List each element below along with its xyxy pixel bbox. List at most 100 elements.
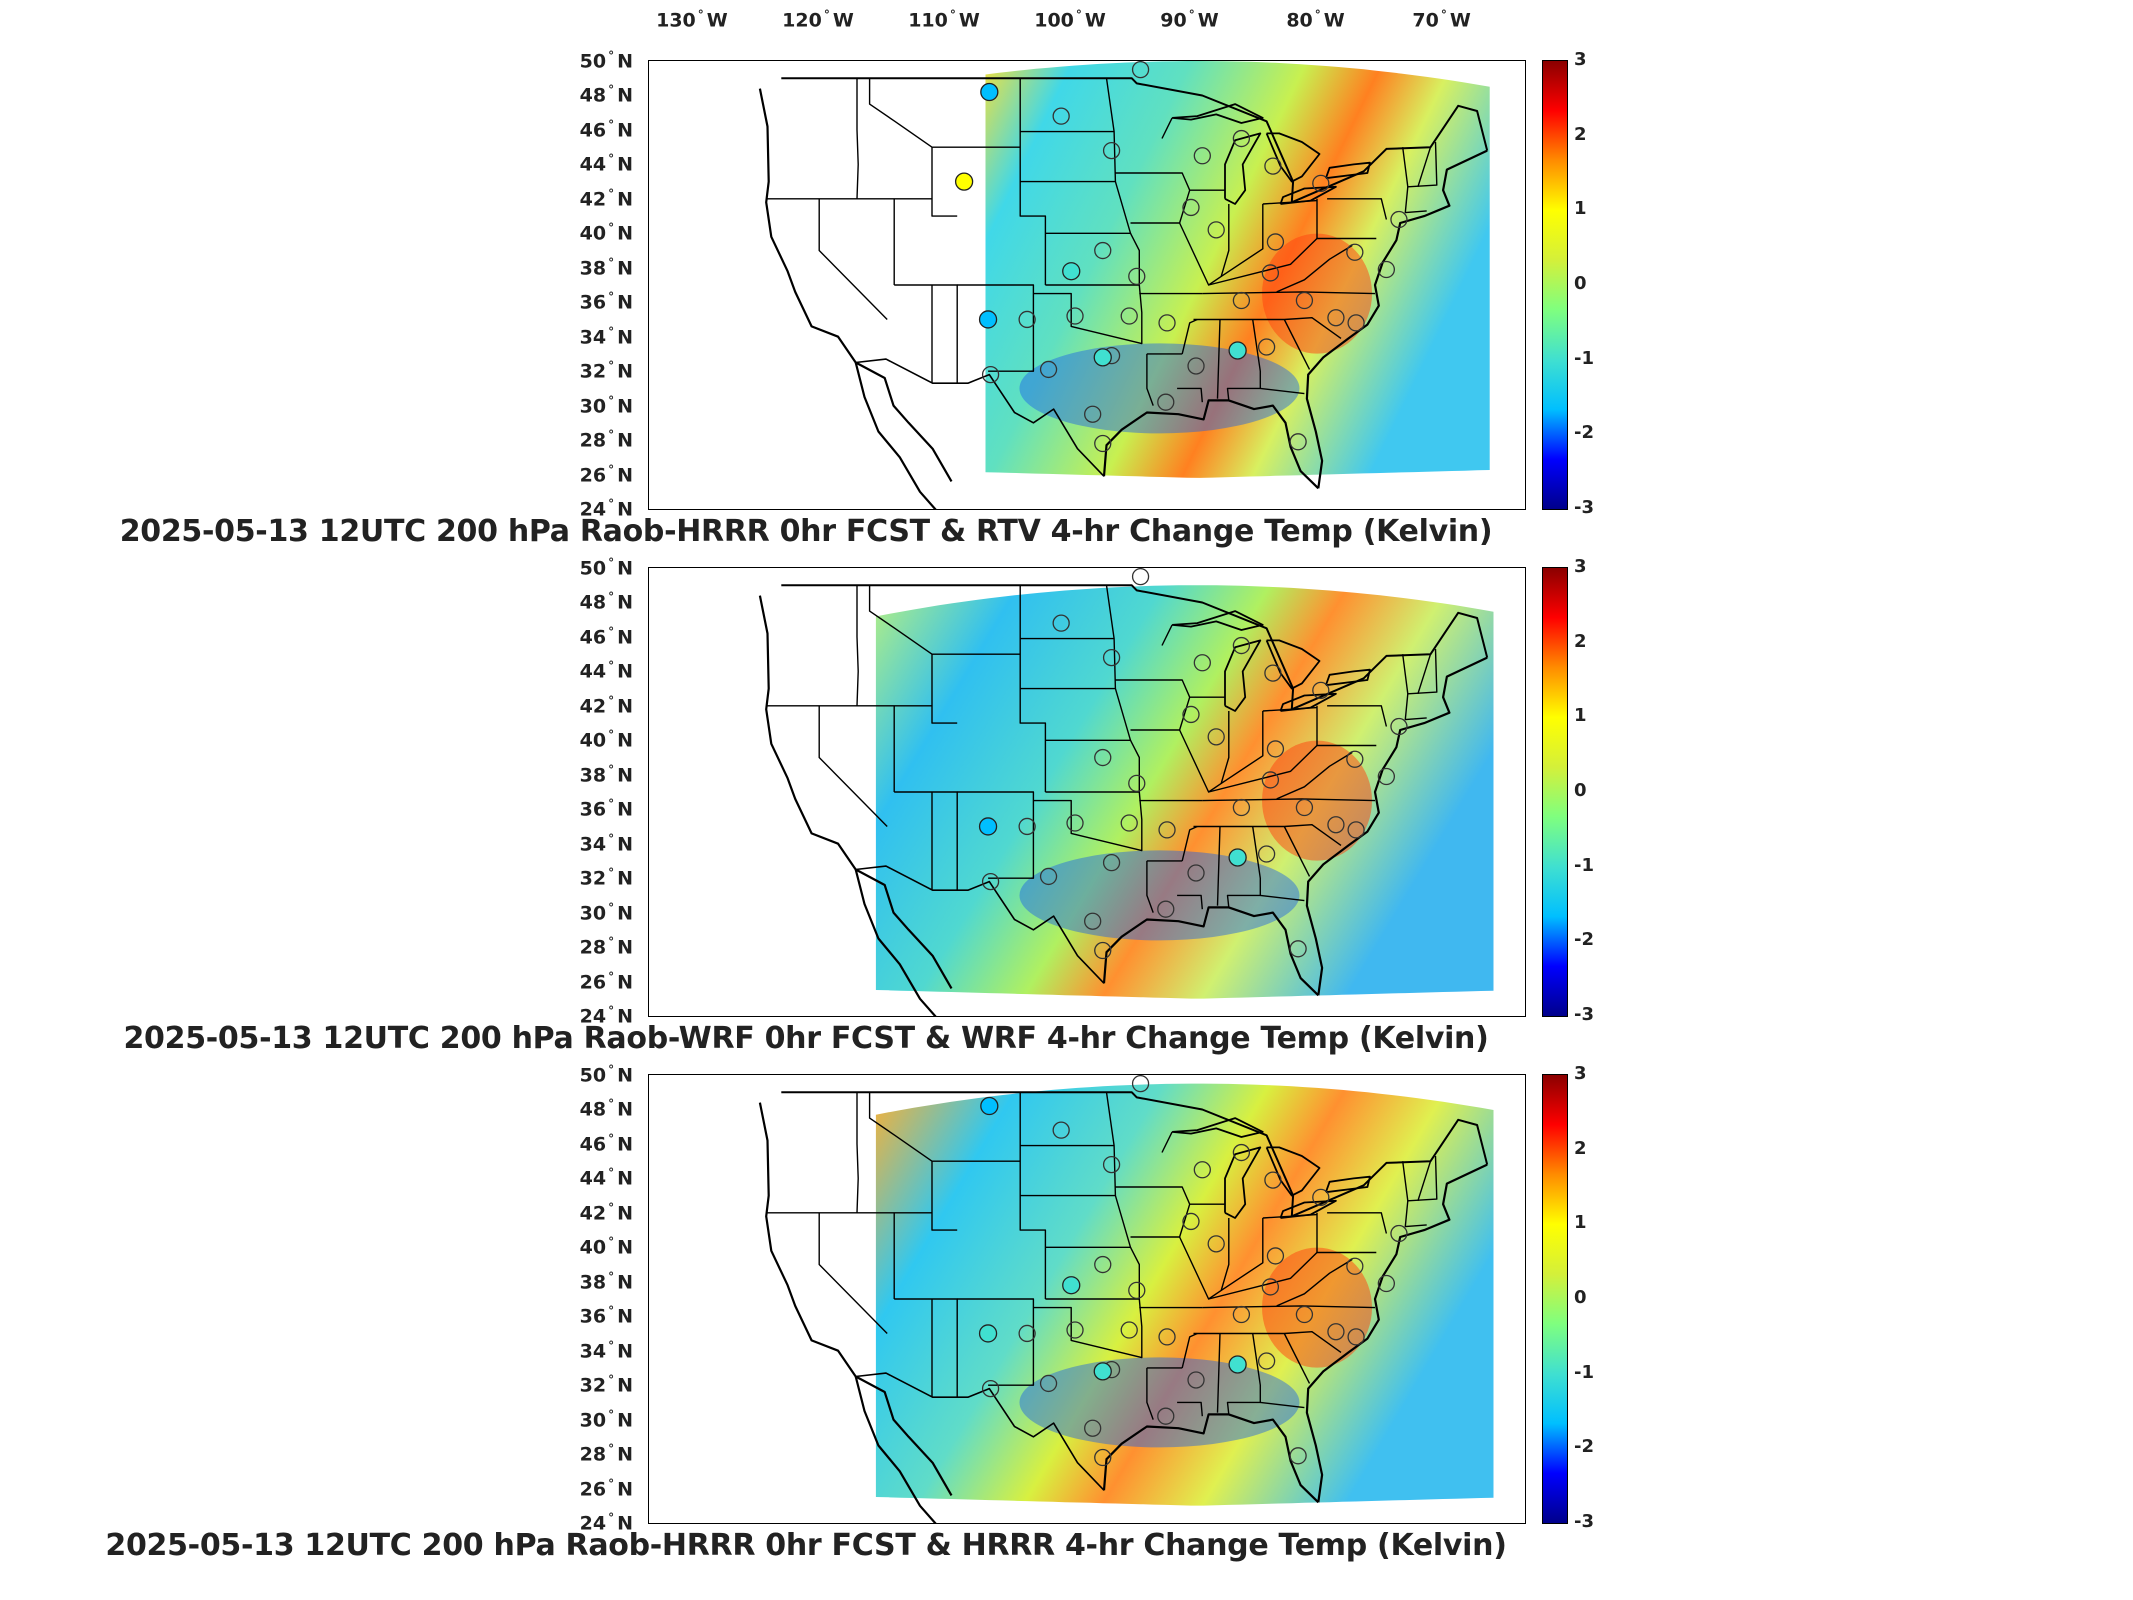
state-border	[1402, 1161, 1427, 1228]
map-canvas	[758, 568, 1494, 1016]
latitude-label: 30 ° N	[579, 393, 633, 417]
raob-station-marker	[1120, 1321, 1138, 1339]
colorbar-tick-label: -3	[1574, 1004, 1594, 1025]
state-border	[1216, 1333, 1221, 1413]
country-border	[781, 584, 1489, 711]
raob-station-marker	[1232, 798, 1251, 817]
coastline	[1305, 1163, 1488, 1503]
raob-station-marker	[1084, 405, 1102, 423]
state-border	[1161, 117, 1173, 139]
raob-station-marker	[1084, 912, 1102, 930]
raob-station-value-marker	[954, 172, 974, 191]
warm-anomaly	[1262, 740, 1373, 861]
latitude-label: 34 ° N	[579, 831, 633, 856]
colorbar-tick-label: 2	[1574, 630, 1587, 652]
latitude-label: 28 ° N	[579, 935, 633, 959]
latitude-label: 28 ° N	[579, 428, 633, 452]
state-border	[1327, 705, 1388, 727]
raob-station-marker	[1377, 1274, 1396, 1293]
raob-station-marker	[1346, 243, 1364, 261]
latitude-label: 50 ° N	[579, 556, 633, 580]
latitude-label: 38 ° N	[579, 762, 633, 787]
raob-station-marker	[1193, 1161, 1211, 1179]
longitude-label: 120 ° W	[782, 8, 854, 32]
raob-station-marker	[1039, 867, 1058, 886]
colorbar-tick-label: 0	[1574, 273, 1587, 294]
raob-station-marker	[1327, 309, 1345, 327]
lake-outline	[1172, 103, 1264, 124]
colorbar-tick-label: 2	[1574, 1137, 1587, 1159]
state-border	[1202, 1305, 1376, 1309]
map-canvas	[758, 1075, 1494, 1523]
longitude-label: 100 ° W	[1034, 8, 1106, 32]
longitude-axis: 130 ° W 120 ° W 110 ° W 100 ° W 90 ° W 80 ° W 70 ° W	[0, 0, 2133, 40]
cold-anomaly	[1019, 343, 1300, 434]
raob-station-marker	[1232, 1143, 1251, 1162]
state-border	[1115, 679, 1191, 731]
country-border	[855, 1372, 1105, 1491]
raob-station-value-marker	[1228, 341, 1247, 360]
raob-station-value-marker	[1062, 262, 1081, 281]
raob-station-marker	[1390, 210, 1408, 229]
latitude-label: 48 ° N	[579, 590, 633, 614]
colorbar-tick-label: 3	[1574, 49, 1587, 70]
raob-station-marker	[1232, 291, 1251, 310]
raob-station-marker	[1131, 568, 1150, 586]
raob-station-marker	[1128, 267, 1146, 286]
raob-station-marker	[1094, 1255, 1112, 1274]
raob-station-marker	[1158, 314, 1176, 332]
raob-station-marker	[1266, 740, 1285, 758]
lake-outline	[1172, 610, 1264, 631]
raob-station-marker	[1327, 816, 1345, 834]
raob-station-marker	[1039, 1374, 1058, 1393]
lake-outline	[1325, 1175, 1371, 1194]
raob-station-marker	[1094, 434, 1112, 453]
state-border	[1208, 1251, 1318, 1300]
state-border	[1178, 204, 1230, 286]
colorbar-tick-label: -2	[1574, 422, 1594, 444]
colorbar-tick-label: -1	[1574, 1361, 1594, 1383]
state-border	[856, 78, 859, 199]
state-border	[1417, 146, 1432, 188]
raob-station-marker	[1312, 681, 1330, 699]
raob-station-marker	[1312, 1188, 1330, 1206]
coastline	[854, 362, 937, 509]
latitude-label: 46 ° N	[579, 117, 633, 142]
coastline	[758, 88, 953, 482]
state-border	[1045, 1092, 1132, 1248]
raob-station-value-marker	[1093, 1362, 1112, 1381]
lake-outline	[1325, 668, 1371, 687]
state-border	[957, 1298, 1035, 1386]
colorbar-tick-label: 1	[1574, 1212, 1587, 1234]
state-border	[1161, 1131, 1173, 1153]
latitude-label: 38 ° N	[579, 255, 633, 280]
raob-station-marker	[1261, 1278, 1280, 1296]
raob-station-marker	[1094, 1448, 1112, 1467]
lake-outline	[1265, 639, 1321, 690]
raob-station-marker	[1131, 1075, 1150, 1093]
raob-station-marker	[1157, 1407, 1175, 1425]
state-border	[1161, 624, 1173, 646]
temperature-map	[648, 567, 1526, 1017]
raob-station-marker	[981, 1379, 1000, 1398]
country-border	[781, 1091, 1489, 1218]
raob-station-value-marker	[978, 1324, 998, 1343]
raob-station-marker	[1295, 798, 1314, 817]
state-border	[1208, 237, 1318, 286]
raob-station-marker	[1039, 360, 1058, 379]
longitude-label: 90 ° W	[1160, 8, 1219, 32]
state-border	[1045, 739, 1140, 793]
state-border	[818, 198, 888, 320]
colorbar-tick-label: 3	[1574, 556, 1587, 577]
raob-station-marker	[1052, 614, 1070, 632]
latitude-label: 24 ° N	[579, 497, 633, 521]
raob-station-marker	[1157, 393, 1175, 411]
state-border	[1115, 1186, 1191, 1238]
raob-station-marker	[1390, 1224, 1408, 1243]
raob-station-marker	[1052, 1121, 1070, 1139]
latitude-label: 40 ° N	[579, 728, 633, 752]
latitude-label: 44 ° N	[579, 152, 633, 176]
coastline	[1305, 656, 1488, 996]
raob-station-marker	[1232, 636, 1251, 655]
raob-station-marker	[1346, 750, 1364, 768]
